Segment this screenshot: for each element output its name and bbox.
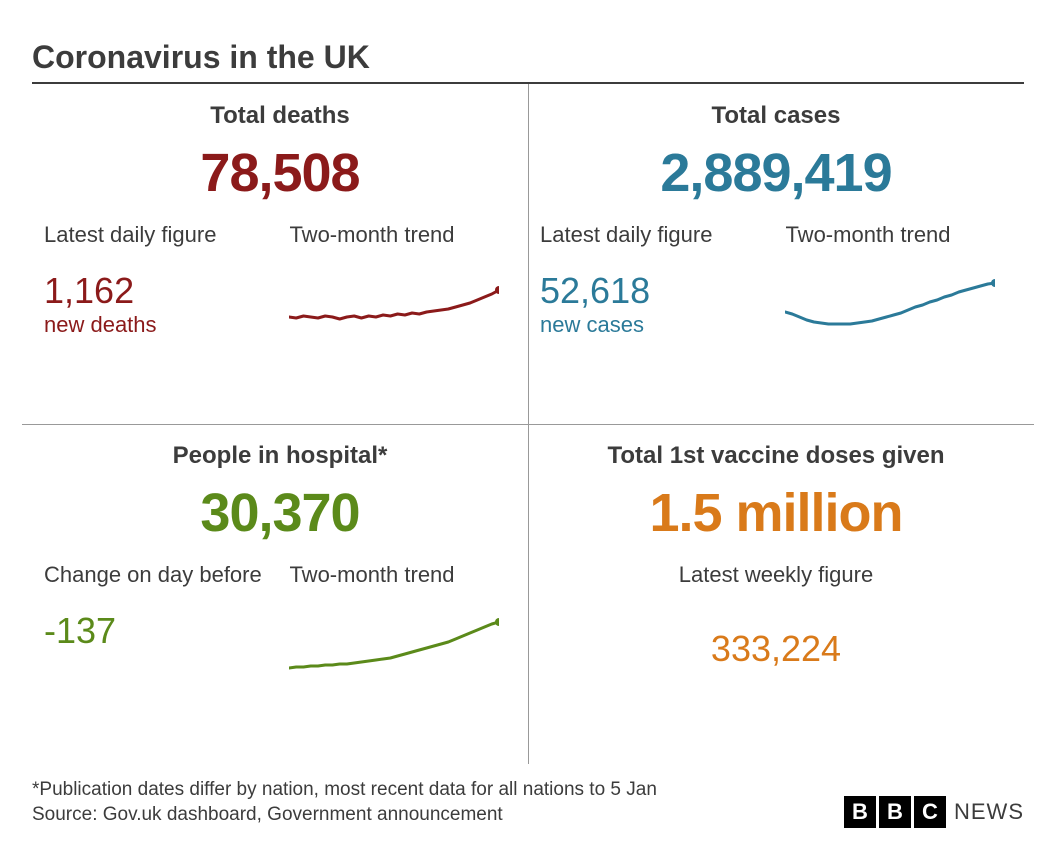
footer-notes: *Publication dates differ by nation, mos…	[32, 777, 657, 828]
sub-latest-cases: new cases	[540, 312, 767, 338]
bbc-box-1: B	[879, 796, 911, 828]
panel-header-vaccine: Total 1st vaccine doses given	[607, 442, 944, 470]
label-trend-deaths: Two-month trend	[289, 222, 516, 248]
stats-grid: Total deaths 78,508 Latest daily figure …	[32, 84, 1024, 764]
footer: *Publication dates differ by nation, mos…	[32, 777, 1024, 828]
panel-header-deaths: Total deaths	[210, 102, 350, 130]
value-latest-hospital: -137	[44, 612, 271, 650]
dashboard-wrap: Coronavirus in the UK Total deaths 78,50…	[0, 0, 1056, 842]
label-latest-hospital: Change on day before	[44, 562, 271, 588]
label-trend-cases: Two-month trend	[785, 222, 1012, 248]
footer-note-1: *Publication dates differ by nation, mos…	[32, 777, 657, 803]
value-vaccine: 1.5 million	[649, 482, 902, 544]
value-total-deaths: 78,508	[200, 142, 359, 204]
label-latest-deaths: Latest daily figure	[44, 222, 271, 248]
panel-header-hospital: People in hospital*	[173, 442, 388, 470]
label-trend-hospital: Two-month trend	[289, 562, 516, 588]
sparkline-hospital	[289, 612, 499, 682]
value-latest-vaccine: 333,224	[540, 630, 1012, 668]
footer-note-2: Source: Gov.uk dashboard, Government ann…	[32, 802, 657, 828]
value-latest-deaths: 1,162	[44, 272, 271, 310]
panel-total-deaths: Total deaths 78,508 Latest daily figure …	[32, 84, 528, 424]
sparkline-deaths	[289, 272, 499, 342]
panel-vaccine: Total 1st vaccine doses given 1.5 millio…	[528, 424, 1024, 764]
panel-total-cases: Total cases 2,889,419 Latest daily figur…	[528, 84, 1024, 424]
sub-latest-deaths: new deaths	[44, 312, 271, 338]
bbc-boxes: B B C	[844, 796, 946, 828]
sparkline-cases	[785, 272, 995, 342]
horizontal-divider	[22, 424, 1034, 425]
value-latest-cases: 52,618	[540, 272, 767, 310]
label-latest-cases: Latest daily figure	[540, 222, 767, 248]
page-title: Coronavirus in the UK	[32, 39, 1024, 84]
value-total-cases: 2,889,419	[660, 142, 891, 204]
bbc-box-0: B	[844, 796, 876, 828]
bbc-logo: B B C NEWS	[844, 796, 1024, 828]
panel-hospital: People in hospital* 30,370 Change on day…	[32, 424, 528, 764]
label-latest-vaccine: Latest weekly figure	[540, 562, 1012, 588]
bbc-news-word: NEWS	[954, 799, 1024, 825]
panel-header-cases: Total cases	[712, 102, 841, 130]
bbc-box-2: C	[914, 796, 946, 828]
value-hospital: 30,370	[200, 482, 359, 544]
